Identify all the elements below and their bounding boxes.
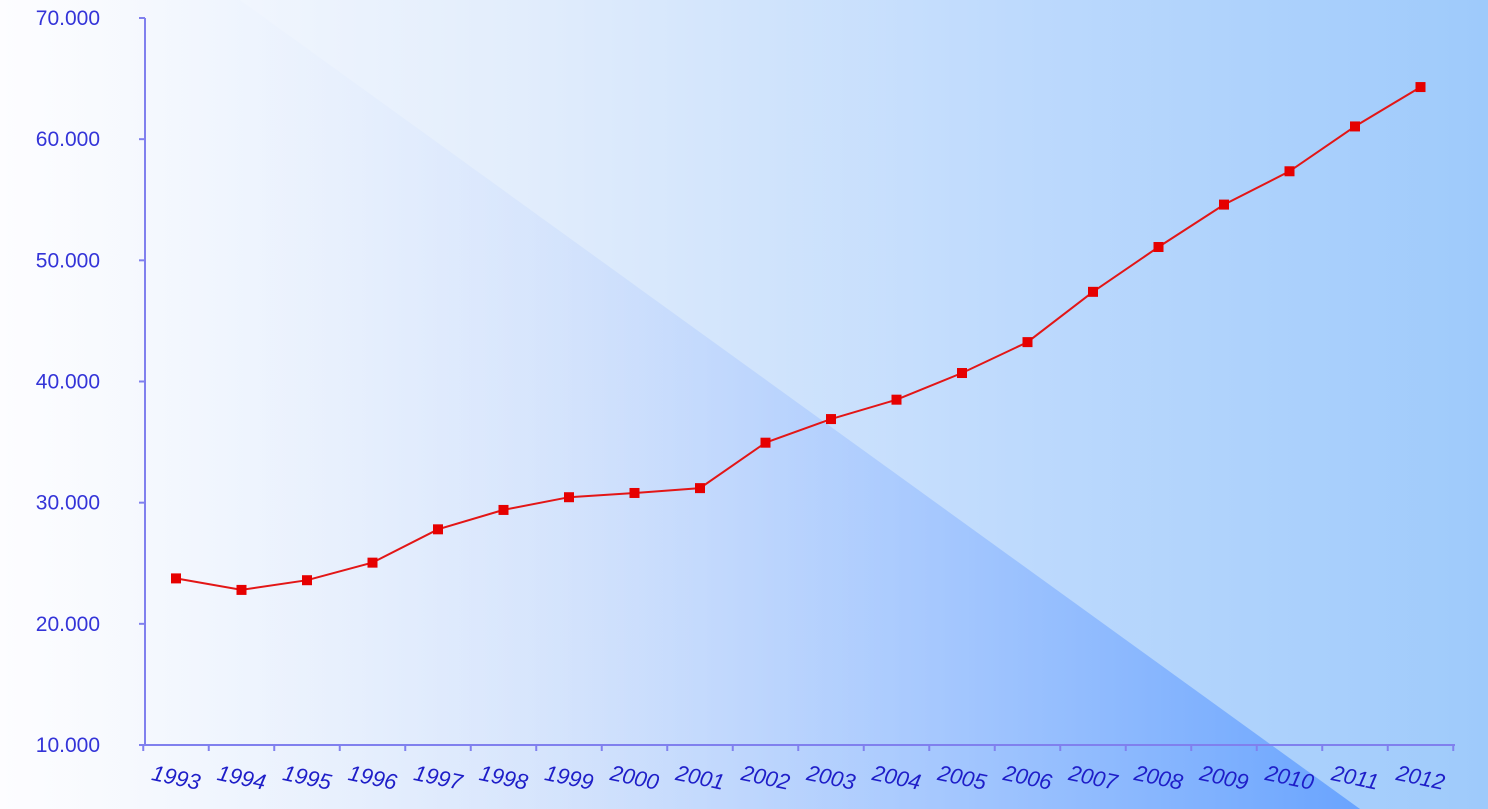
data-point-1996 xyxy=(367,557,378,568)
data-point-2004 xyxy=(891,394,902,405)
data-point-2006 xyxy=(1022,337,1033,348)
data-point-2000 xyxy=(629,487,640,498)
data-point-2012 xyxy=(1415,82,1426,93)
data-point-2001 xyxy=(695,483,705,494)
y-tick-label: 40.000 xyxy=(36,371,100,394)
data-point-1995 xyxy=(302,575,312,586)
y-tick-label: 60.000 xyxy=(36,128,100,151)
data-series xyxy=(171,82,1426,595)
data-point-1998 xyxy=(498,504,509,515)
y-tick-label: 30.000 xyxy=(36,492,100,515)
y-tick-label: 50.000 xyxy=(36,249,100,272)
data-point-2007 xyxy=(1088,286,1098,297)
y-tick-label: 10.000 xyxy=(36,734,100,757)
data-point-2009 xyxy=(1219,199,1229,210)
data-point-1993 xyxy=(171,573,181,584)
y-axis-ticks: 10.000 20.000 30.000 40.000 50.000 60.000 70.0… xyxy=(36,7,145,757)
data-point-2010 xyxy=(1284,166,1295,177)
y-tick-label: 70.000 xyxy=(36,7,100,30)
series-line xyxy=(175,86,1422,591)
data-point-1999 xyxy=(564,492,574,503)
data-point-2005 xyxy=(957,368,967,379)
data-point-2011 xyxy=(1350,121,1360,132)
background-wedge xyxy=(0,0,1360,809)
data-point-2008 xyxy=(1153,242,1164,253)
data-point-1994 xyxy=(236,584,247,595)
data-point-2003 xyxy=(826,414,836,425)
y-tick-label: 20.000 xyxy=(36,613,100,636)
data-point-2002 xyxy=(760,437,771,448)
data-point-1997 xyxy=(433,524,443,535)
